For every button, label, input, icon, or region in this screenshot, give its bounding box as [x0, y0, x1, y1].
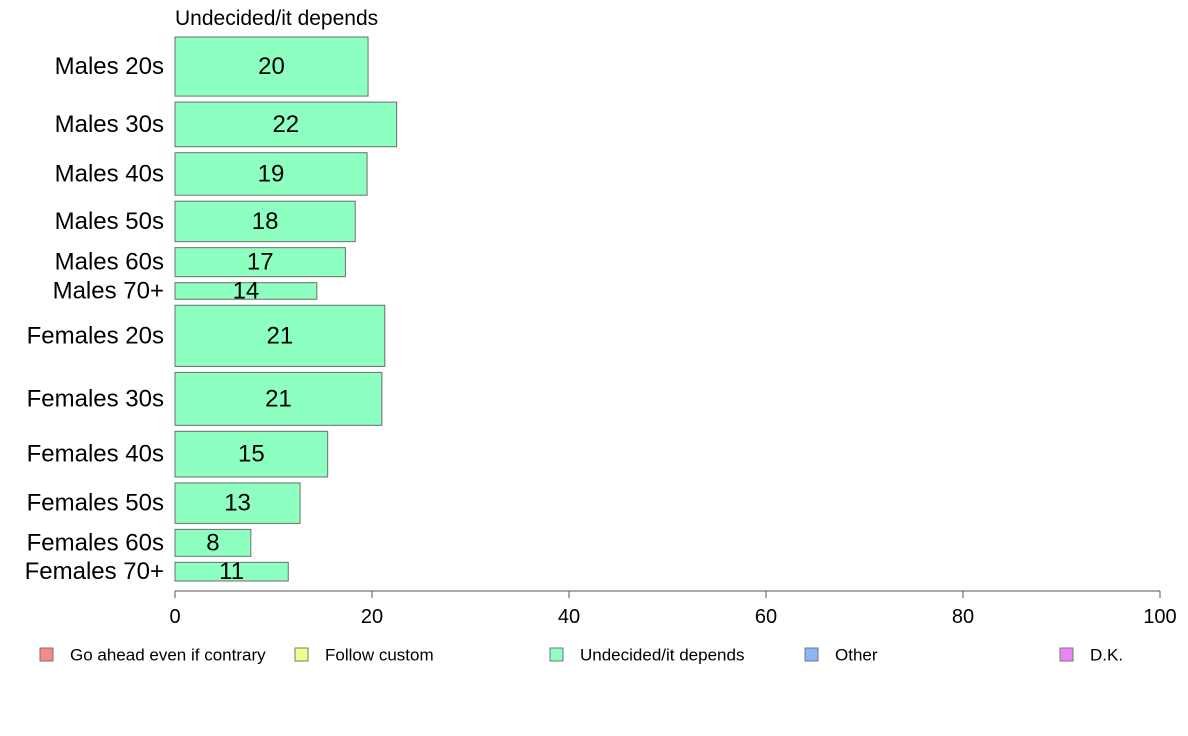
- category-label: Females 30s: [27, 385, 164, 412]
- bar-value-label: 13: [224, 490, 251, 517]
- bar-value-label: 18: [252, 208, 279, 235]
- x-axis: 0 20 40 60 80 100: [169, 590, 1177, 628]
- bars-group: [174, 36, 398, 582]
- bar-females-30s: [174, 371, 383, 426]
- x-tick-label: 0: [169, 606, 180, 628]
- category-label: Females 60s: [27, 529, 164, 556]
- bar-males-40s: [174, 152, 368, 196]
- category-label: Males 40s: [55, 160, 164, 187]
- legend-swatch: [1059, 647, 1074, 662]
- bar-value-label: 21: [267, 322, 294, 349]
- bar-males-70-: [174, 282, 318, 300]
- legend-swatch: [549, 647, 564, 662]
- category-label: Males 70+: [53, 277, 164, 304]
- category-label: Males 20s: [55, 53, 164, 80]
- category-label: Males 50s: [55, 208, 164, 235]
- legend-label: Undecided/it depends: [580, 646, 744, 665]
- x-tick-label: 100: [1143, 606, 1176, 628]
- legend-swatch: [39, 647, 54, 662]
- bar-males-50s: [174, 200, 356, 243]
- bar-value-label: 22: [272, 111, 299, 138]
- bar-females-60s: [174, 528, 252, 557]
- x-tick-label: 40: [558, 606, 580, 628]
- bar-value-label: 17: [247, 249, 274, 276]
- x-tick-label: 60: [755, 606, 777, 628]
- bar-females-40s: [174, 430, 329, 478]
- bar-females-20s: [174, 304, 386, 367]
- bar-females-50s: [174, 482, 301, 524]
- category-labels: Males 20s Males 30s Males 40s Males 50s Male…: [25, 53, 164, 585]
- legend-label: Go ahead even if contrary: [70, 646, 266, 665]
- bar-value-label: 14: [233, 277, 260, 304]
- category-label: Females 20s: [27, 322, 164, 349]
- bar-value-label: 15: [238, 441, 265, 468]
- bar-males-60s: [174, 247, 346, 278]
- legend-swatch: [804, 647, 819, 662]
- bar-females-70-: [174, 561, 289, 582]
- bar-males-20s: [174, 36, 369, 97]
- legend-label: Other: [835, 646, 878, 665]
- bar-value-label: 20: [258, 53, 285, 80]
- x-tick-label: 20: [361, 606, 383, 628]
- legend: Go ahead even if contrary Follow custom Un…: [39, 646, 1123, 665]
- legend-label: D.K.: [1090, 646, 1123, 665]
- category-label: Males 30s: [55, 111, 164, 138]
- category-label: Females 40s: [27, 441, 164, 468]
- bar-males-30s: [174, 101, 398, 148]
- category-label: Females 70+: [25, 558, 164, 585]
- category-label: Females 50s: [27, 490, 164, 517]
- x-tick-label: 80: [952, 606, 974, 628]
- bar-value-label: 11: [219, 558, 244, 585]
- legend-label: Follow custom: [325, 646, 434, 665]
- chart-title: Undecided/it depends: [175, 7, 378, 30]
- bar-value-label: 19: [258, 160, 285, 187]
- bar-value-label: 21: [265, 385, 292, 412]
- category-label: Males 60s: [55, 249, 164, 276]
- bar-value-label: 8: [206, 529, 219, 556]
- legend-swatch: [294, 647, 309, 662]
